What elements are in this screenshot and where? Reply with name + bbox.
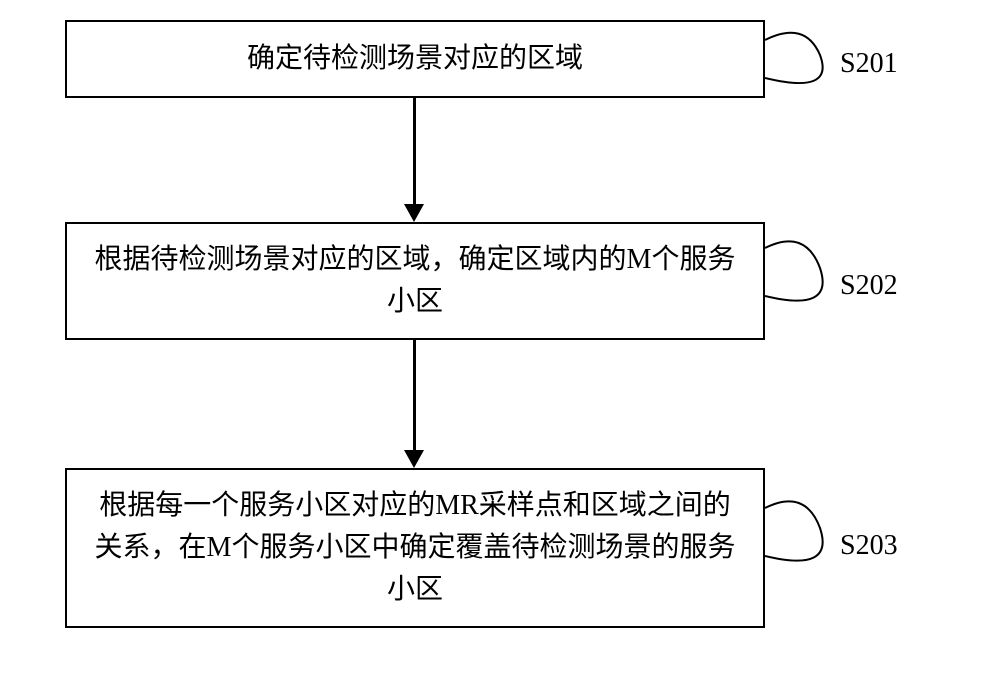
arrow-1-line xyxy=(413,98,416,204)
arrow-1-head xyxy=(404,204,424,222)
step-2-text: 根据待检测场景对应的区域，确定区域内的M个服务小区 xyxy=(87,239,743,323)
step-3-text: 根据每一个服务小区对应的MR采样点和区域之间的关系，在M个服务小区中确定覆盖待检… xyxy=(87,485,743,611)
arrow-2-line xyxy=(413,340,416,450)
flowchart-step-3: 根据每一个服务小区对应的MR采样点和区域之间的关系，在M个服务小区中确定覆盖待检… xyxy=(65,468,765,628)
step-1-connector xyxy=(765,20,840,98)
arrow-2-head xyxy=(404,450,424,468)
step-2-connector xyxy=(765,228,840,328)
step-3-connector xyxy=(765,488,840,588)
step-1-label: S201 xyxy=(840,48,898,80)
flowchart-container: 确定待检测场景对应的区域 S201 根据待检测场景对应的区域，确定区域内的M个服… xyxy=(0,0,1000,688)
step-2-label: S202 xyxy=(840,270,898,302)
step-3-label: S203 xyxy=(840,530,898,562)
flowchart-step-1: 确定待检测场景对应的区域 xyxy=(65,20,765,98)
flowchart-step-2: 根据待检测场景对应的区域，确定区域内的M个服务小区 xyxy=(65,222,765,340)
step-1-text: 确定待检测场景对应的区域 xyxy=(247,38,583,80)
